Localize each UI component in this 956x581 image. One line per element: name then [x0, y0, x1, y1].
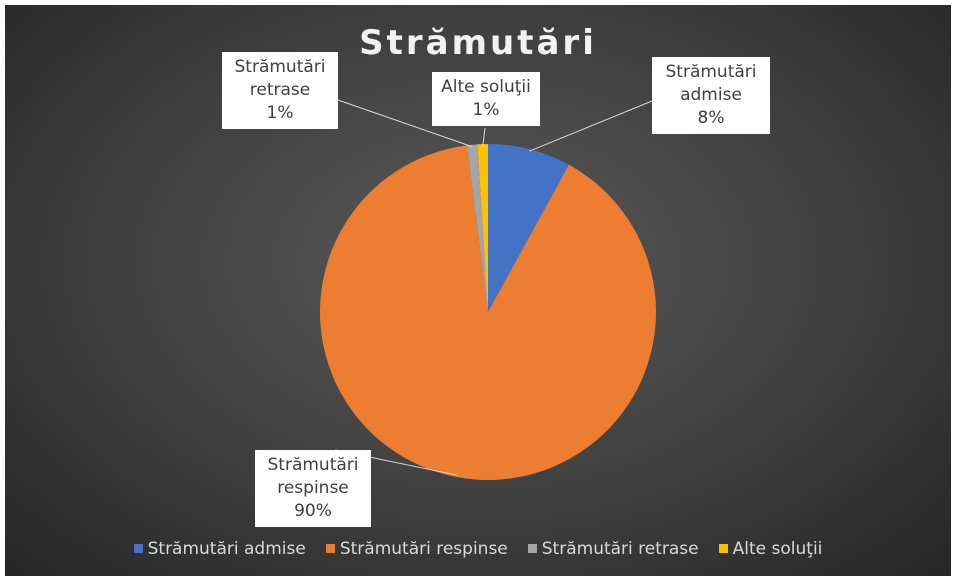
data-label-category: Strămutări admise — [665, 62, 757, 105]
legend-item: Strămutări admise — [133, 539, 306, 559]
leader-line — [482, 127, 486, 147]
data-label: Strămutări respinse 90% — [255, 450, 371, 527]
pie-slice — [488, 144, 569, 312]
pie-slice — [477, 144, 488, 312]
data-label-value: 1% — [266, 103, 294, 123]
data-label: Alte soluţii 1% — [432, 72, 540, 126]
legend-item: Strămutări retrase — [527, 539, 699, 559]
legend-label: Strămutări admise — [147, 539, 306, 559]
pie-area — [320, 99, 656, 480]
legend: Strămutări admise Strămutări respinse Stră… — [5, 539, 951, 559]
legend-label: Alte soluţii — [732, 539, 823, 559]
legend-swatch — [718, 544, 728, 553]
data-label-value: 8% — [697, 108, 725, 128]
data-label-value: 90% — [294, 501, 332, 521]
data-label-category: Strămutări respinse — [267, 455, 359, 498]
legend-item: Strămutări respinse — [325, 539, 508, 559]
data-label-value: 1% — [472, 100, 500, 120]
chart-title: Strămutări — [359, 23, 597, 63]
data-label-category: Alte soluţii — [441, 77, 531, 97]
legend-swatch — [133, 544, 143, 553]
legend-label: Strămutări respinse — [339, 539, 508, 559]
legend-swatch — [325, 544, 335, 553]
legend-swatch — [527, 544, 537, 553]
data-label: Strămutări admise 8% — [652, 57, 770, 134]
pie-slice — [466, 144, 488, 312]
data-label: Strămutări retrase 1% — [222, 52, 338, 129]
legend-item: Alte soluţii — [718, 539, 823, 559]
leader-line — [337, 99, 473, 148]
leader-line — [529, 100, 653, 152]
legend-label: Strămutări retrase — [541, 539, 699, 559]
pie-slice — [320, 145, 656, 480]
chart: Strămutări Strămutări admise Strămutări r… — [5, 5, 951, 576]
data-label-category: Strămutări retrase — [234, 57, 326, 100]
